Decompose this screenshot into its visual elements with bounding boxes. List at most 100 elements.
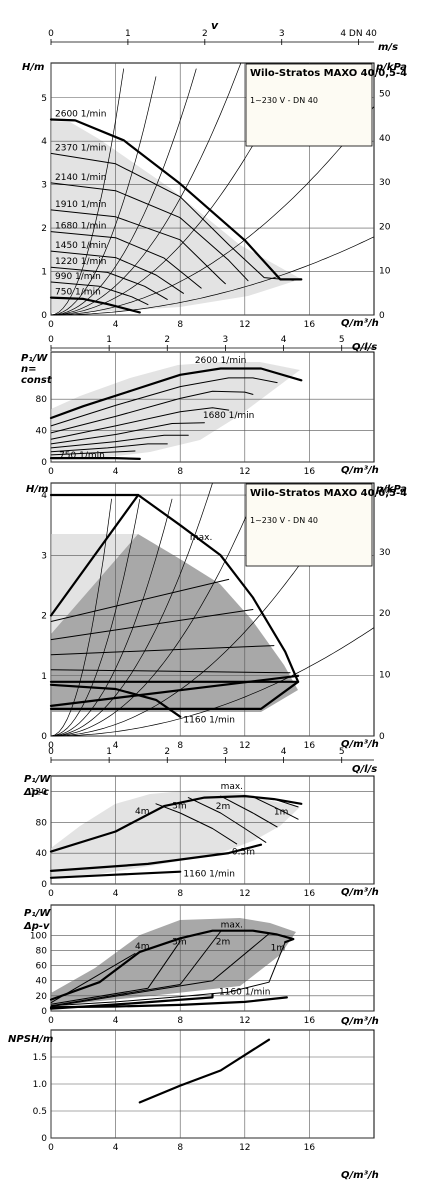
x2-tick-label: 1: [106, 335, 112, 345]
x-tick-label: 12: [239, 467, 250, 477]
series-group: [138, 1038, 271, 1104]
annotation-label: max.: [190, 533, 212, 543]
series-label: 1680 1/min: [55, 222, 107, 232]
series-labels: 2600 1/min 2370 1/min 2140 1/min 1910 1/min…: [55, 109, 107, 297]
x2-tick-label: 5: [339, 335, 345, 345]
annotation-label: 2m: [216, 802, 231, 812]
y-axis-label-3: const: [21, 375, 53, 386]
velocity-axis-title: v: [211, 19, 219, 32]
series-line: [49, 296, 141, 314]
tick-labels: 0 4 8 12 16 0 40 80 120: [30, 787, 316, 899]
annotation-label: max.: [221, 921, 243, 931]
annotation-label: 0.5m: [232, 848, 255, 858]
system-curves: [50, 62, 375, 316]
y-tick-label: 120: [30, 787, 47, 797]
series-label: 1910 1/min: [55, 200, 107, 210]
y-axis-label: P₁/W: [24, 908, 51, 919]
series-line: [50, 578, 230, 622]
y2-axis-label: p/kPa: [375, 484, 407, 495]
x-axis-label: Q/m³/h: [341, 887, 379, 898]
system-curve: [51, 106, 375, 316]
velocity-tick-label: 1: [125, 29, 131, 39]
series-line: [50, 953, 136, 1004]
series-labels: max. 1160 1/min: [183, 533, 235, 726]
series-line: [49, 843, 263, 872]
series-line: [50, 407, 230, 440]
system-curve: [50, 482, 213, 737]
x-axis-label: Q/m³/h: [341, 739, 379, 750]
pump-subtitle: 1~230 V - DN 40: [250, 96, 318, 105]
system-curve: [50, 76, 157, 316]
series-group: [49, 118, 303, 314]
x-tick-label: 8: [177, 467, 183, 477]
system-curve: [50, 68, 125, 316]
annotation-label: 1160 1/min: [219, 987, 271, 997]
x-tick-label: 16: [304, 1016, 316, 1026]
x-tick-label: 0: [48, 467, 54, 477]
y2-tick-label: 50: [379, 90, 391, 100]
x2-axis-label: Q/l/s: [352, 342, 377, 353]
y-tick-label: 0: [41, 880, 47, 890]
system-curve: [50, 491, 258, 737]
pump-info-box: [245, 483, 373, 567]
y2-tick-label: 10: [379, 267, 391, 277]
x2-tick-label: 0: [48, 335, 54, 345]
x-tick-label: 12: [239, 741, 250, 751]
y2-tick-label: 30: [379, 548, 391, 558]
x2-tick-label: 1: [106, 747, 112, 757]
panel-hq-speed: 2600 1/min 2370 1/min 2140 1/min 1910 1/min…: [22, 62, 407, 330]
x-axis-label: Q/m³/h: [341, 1016, 379, 1027]
y-tick-label: 1.0: [33, 1080, 48, 1090]
y-tick-label: 3: [41, 181, 47, 191]
system-curve: [51, 236, 375, 316]
tick-labels: 0 4 8 12 16 0 0.5 1.0 1.5: [33, 1053, 316, 1153]
y-axis-label: H/m: [22, 62, 44, 73]
operating-area-fill: [51, 790, 300, 877]
series-line: [50, 450, 136, 456]
x-tick-label: 8: [177, 889, 183, 899]
x-tick-label: 4: [113, 1143, 119, 1153]
annotation-label: 1m: [274, 808, 289, 818]
x2-tick-label: 2: [164, 747, 170, 757]
series-line: [50, 209, 226, 285]
x-tick-label: 12: [239, 1016, 250, 1026]
y-tick-label: 3: [41, 551, 47, 561]
y-tick-label: 4: [41, 137, 47, 147]
system-curve: [50, 498, 173, 737]
y-axis-label-2: Δp-v: [23, 921, 50, 932]
series-label: 750 1/min: [59, 451, 105, 461]
series-line: [50, 390, 254, 434]
annotation-label: 3m: [172, 937, 187, 947]
panel-p1-dpc: max. 4m 3m 2m 1m 0.5m 1160 1/min 0 4 8 12 16 0 40 80 1…: [23, 774, 379, 899]
x2-tick-label: 3: [223, 335, 229, 345]
x-axis-label: Q/m³/h: [341, 318, 379, 329]
series-group: [49, 493, 300, 718]
y-axis-label: NPSH/m: [8, 1034, 53, 1045]
series-line: [50, 645, 275, 656]
x-tick-label: 0: [48, 320, 54, 330]
series-line: [50, 609, 254, 641]
y-tick-label: 40: [36, 427, 48, 437]
x2-tick-label: 0: [48, 747, 54, 757]
x-tick-label: 4: [113, 467, 119, 477]
series-line: [187, 797, 267, 843]
series-line: [50, 231, 202, 289]
y-tick-label: 100: [30, 931, 47, 941]
pump-info-box: [245, 63, 373, 147]
y-tick-label: 20: [36, 992, 48, 1002]
series-line: [50, 281, 149, 306]
series-line: [252, 796, 299, 820]
series-line: [49, 870, 182, 879]
y2-tick-label: 40: [379, 134, 391, 144]
series-line: [50, 931, 222, 1007]
series-group: [49, 929, 295, 1010]
annotation-label: 1160 1/min: [183, 869, 235, 879]
annotation-label: max.: [221, 782, 243, 792]
y-tick-label: 0: [41, 311, 47, 321]
y-tick-label: 0.5: [33, 1107, 47, 1117]
series-label: 2370 1/min: [55, 143, 107, 153]
